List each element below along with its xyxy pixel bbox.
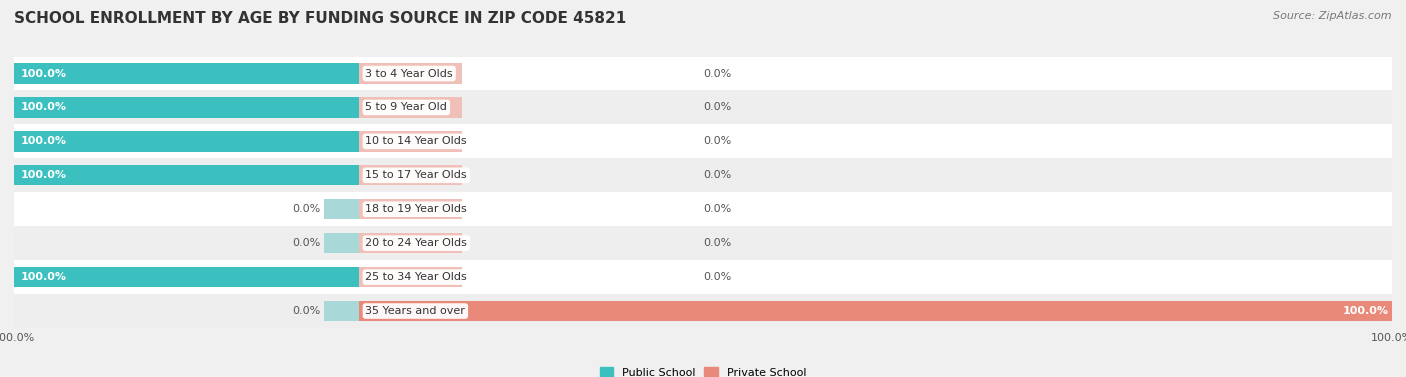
Text: 100.0%: 100.0% (21, 170, 67, 180)
Bar (325, 233, 359, 253)
Bar (359, 199, 463, 219)
Text: 0.0%: 0.0% (703, 238, 731, 248)
Bar (325, 199, 359, 219)
Bar (14, 124, 1392, 158)
Legend: Public School, Private School: Public School, Private School (595, 362, 811, 377)
Text: 100.0%: 100.0% (21, 69, 67, 78)
Bar (359, 131, 463, 152)
Text: 100.0%: 100.0% (1343, 306, 1389, 316)
Bar (359, 97, 463, 118)
Text: 0.0%: 0.0% (292, 306, 321, 316)
Text: 100.0%: 100.0% (21, 272, 67, 282)
Bar (14, 57, 1392, 90)
Bar (14, 131, 359, 152)
Text: 0.0%: 0.0% (703, 103, 731, 112)
Text: 10 to 14 Year Olds: 10 to 14 Year Olds (366, 136, 467, 146)
Text: 0.0%: 0.0% (703, 170, 731, 180)
Bar (359, 63, 463, 84)
Text: 20 to 24 Year Olds: 20 to 24 Year Olds (366, 238, 467, 248)
Text: 0.0%: 0.0% (703, 136, 731, 146)
Bar (14, 158, 1392, 192)
Bar (14, 97, 359, 118)
Bar (14, 165, 359, 185)
Text: 15 to 17 Year Olds: 15 to 17 Year Olds (366, 170, 467, 180)
Text: 0.0%: 0.0% (292, 204, 321, 214)
Text: 35 Years and over: 35 Years and over (366, 306, 465, 316)
Text: 100.0%: 100.0% (21, 136, 67, 146)
Text: 0.0%: 0.0% (703, 69, 731, 78)
Bar (325, 301, 359, 321)
Text: 18 to 19 Year Olds: 18 to 19 Year Olds (366, 204, 467, 214)
Text: 100.0%: 100.0% (21, 103, 67, 112)
Bar (14, 267, 359, 287)
Bar (359, 267, 463, 287)
Bar (359, 233, 463, 253)
Bar (14, 226, 1392, 260)
Bar (14, 63, 359, 84)
Text: 5 to 9 Year Old: 5 to 9 Year Old (366, 103, 447, 112)
Text: 0.0%: 0.0% (703, 272, 731, 282)
Text: SCHOOL ENROLLMENT BY AGE BY FUNDING SOURCE IN ZIP CODE 45821: SCHOOL ENROLLMENT BY AGE BY FUNDING SOUR… (14, 11, 626, 26)
Text: 0.0%: 0.0% (292, 238, 321, 248)
Bar (14, 192, 1392, 226)
Text: Source: ZipAtlas.com: Source: ZipAtlas.com (1274, 11, 1392, 21)
Bar (359, 301, 1392, 321)
Text: 0.0%: 0.0% (703, 204, 731, 214)
Text: 25 to 34 Year Olds: 25 to 34 Year Olds (366, 272, 467, 282)
Bar (14, 90, 1392, 124)
Text: 3 to 4 Year Olds: 3 to 4 Year Olds (366, 69, 453, 78)
Bar (359, 165, 463, 185)
Bar (14, 260, 1392, 294)
Bar (14, 294, 1392, 328)
